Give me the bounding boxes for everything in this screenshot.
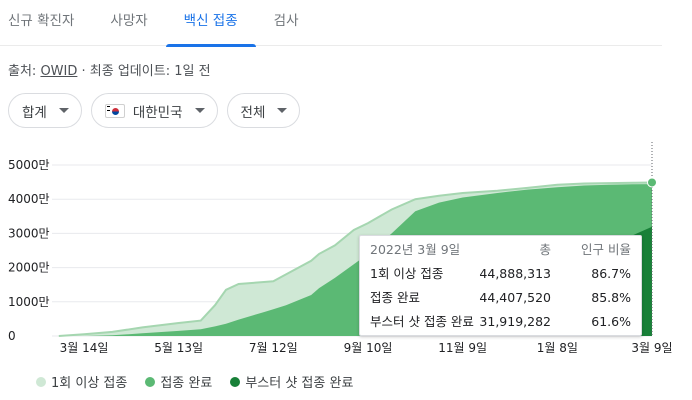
tooltip-row-booster: 부스터 샷 접종 완료 31,919,282 61.6% xyxy=(370,312,631,332)
y-tick-label: 3000만 xyxy=(8,226,50,240)
aggregate-dropdown[interactable]: 합계 xyxy=(8,93,82,128)
south-korea-flag-icon xyxy=(104,103,125,118)
legend-label: 1회 이상 접종 xyxy=(51,376,128,391)
last-updated: · 최종 업데이트: 1일 전 xyxy=(81,64,211,79)
tooltip-row-label: 부스터 샷 접종 완료 xyxy=(370,314,474,329)
tooltip-row-pct: 61.6% xyxy=(591,314,631,329)
legend-label: 부스터 샷 접종 완료 xyxy=(245,376,354,391)
x-tick-label: 7월 12일 xyxy=(249,341,298,355)
chart-tooltip: 2022년 3월 9일 총 인구 비율 1회 이상 접종 44,888,313 … xyxy=(359,235,642,336)
y-tick-label: 0 xyxy=(8,329,16,343)
tooltip-total-heading: 총 xyxy=(539,242,551,257)
tab-bar: 신규 확진자 사망자 백신 접종 검사 xyxy=(0,0,662,47)
scope-label: 전체 xyxy=(240,104,266,121)
legend-item-first-dose[interactable]: 1회 이상 접종 xyxy=(36,372,127,391)
tooltip-row-first-dose: 1회 이상 접종 44,888,313 86.7% xyxy=(370,264,631,284)
legend-item-booster[interactable]: 부스터 샷 접종 완료 xyxy=(230,372,353,391)
legend-swatch xyxy=(145,376,156,387)
x-tick-label: 3월 14일 xyxy=(60,341,109,355)
aggregate-label: 합계 xyxy=(22,104,47,121)
chevron-down-icon xyxy=(277,108,288,113)
tab-new-cases[interactable]: 신규 확진자 xyxy=(8,13,75,29)
country-dropdown[interactable]: 대한민국 xyxy=(90,93,218,128)
x-tick-label: 9월 10일 xyxy=(344,341,393,355)
source-prefix: 출처: xyxy=(8,64,37,79)
filter-bar: 합계 대한민국 전체 xyxy=(8,93,301,128)
legend-label: 접종 완료 xyxy=(160,376,213,391)
tooltip-date: 2022년 3월 9일 xyxy=(370,242,461,257)
tooltip-row-pct: 85.8% xyxy=(591,290,631,305)
y-tick-label: 5000만 xyxy=(8,158,50,172)
legend-swatch xyxy=(230,376,241,387)
legend-swatch xyxy=(36,376,46,387)
chart-legend: 1회 이상 접종 접종 완료 부스터 샷 접종 완료 xyxy=(36,372,353,391)
y-tick-label: 1000만 xyxy=(8,295,50,309)
tooltip-row-total: 31,919,282 xyxy=(479,314,551,329)
x-tick-label: 3월 9일 xyxy=(631,341,672,355)
chevron-down-icon xyxy=(58,108,69,113)
y-tick-label: 4000만 xyxy=(8,192,50,206)
tooltip-row-total: 44,407,520 xyxy=(479,290,551,305)
legend-item-fully-vaccinated[interactable]: 접종 완료 xyxy=(145,372,212,391)
tooltip-row-label: 접종 완료 xyxy=(370,290,420,305)
tooltip-pct-heading: 인구 비율 xyxy=(581,242,631,257)
series-line-first-dose xyxy=(58,181,653,337)
y-tick-label: 2000만 xyxy=(8,261,50,275)
tooltip-header: 2022년 3월 9일 총 인구 비율 xyxy=(370,240,631,260)
tooltip-row-total: 44,888,313 xyxy=(479,266,551,281)
x-tick-label: 5월 13일 xyxy=(154,341,203,355)
tab-deaths[interactable]: 사망자 xyxy=(110,13,148,29)
tooltip-row-fully-vaccinated: 접종 완료 44,407,520 85.8% xyxy=(370,288,631,308)
chevron-down-icon xyxy=(194,108,205,113)
x-tick-label: 1월 8일 xyxy=(537,341,578,355)
hover-point xyxy=(647,177,657,188)
x-tick-label: 11월 9일 xyxy=(438,341,487,355)
tooltip-row-pct: 86.7% xyxy=(591,266,631,281)
source-link[interactable]: OWID xyxy=(40,64,78,79)
tab-vaccinations[interactable]: 백신 접종 xyxy=(165,0,256,47)
scope-dropdown[interactable]: 전체 xyxy=(226,93,301,128)
tab-testing[interactable]: 검사 xyxy=(273,13,299,29)
tooltip-row-label: 1회 이상 접종 xyxy=(370,266,444,281)
country-label: 대한민국 xyxy=(132,104,183,121)
source-line: 출처: OWID · 최종 업데이트: 1일 전 xyxy=(8,60,211,79)
